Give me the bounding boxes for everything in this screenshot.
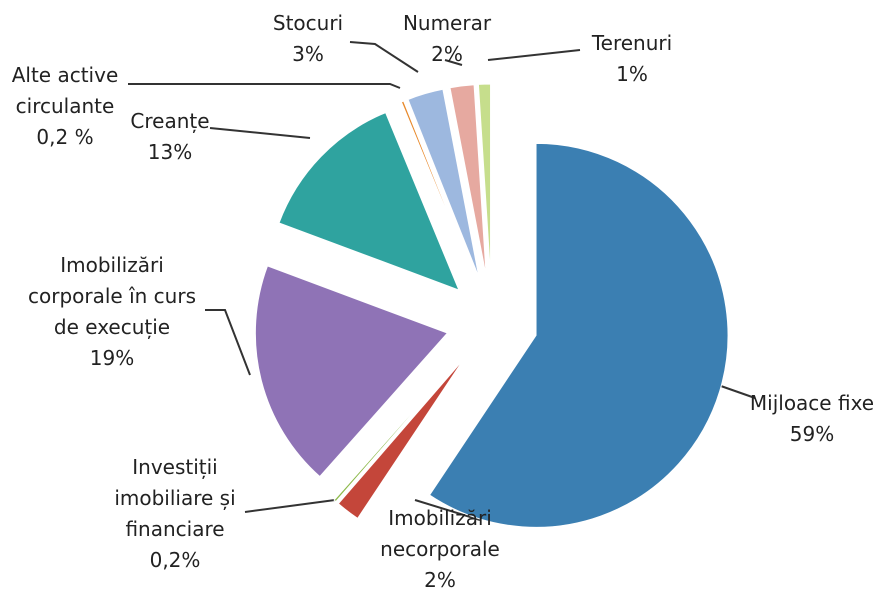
leader-line xyxy=(128,83,401,89)
value-label: 19% xyxy=(89,346,135,370)
pie-slice xyxy=(254,265,449,478)
slice-label: Stocuri xyxy=(272,11,344,35)
leader-line xyxy=(349,41,419,73)
slice-label: Imobilizări corporale în curs de execuți… xyxy=(28,253,196,339)
pie-slice xyxy=(337,358,465,520)
value-label: 0,2 % xyxy=(36,125,94,149)
pie-slice xyxy=(278,111,460,291)
slice-label: Terenuri xyxy=(591,31,673,55)
pie-slice xyxy=(477,83,492,277)
leader-line xyxy=(244,499,336,513)
pie-slice xyxy=(333,356,463,503)
leader-line xyxy=(205,309,251,376)
slice-label: Numerar xyxy=(402,11,492,35)
slice-label: Imobilizări necorporale xyxy=(380,506,500,561)
value-label: 2% xyxy=(424,568,456,592)
leader-line xyxy=(487,49,581,61)
pie-slice xyxy=(407,88,480,279)
slice-label: Creanțe xyxy=(130,109,210,133)
value-label: 59% xyxy=(789,422,835,446)
value-label: 13% xyxy=(147,140,193,164)
slice-label: Investiții imobiliare și financiare xyxy=(114,455,236,541)
slice-label: Alte active circulante xyxy=(11,63,119,118)
value-label: 3% xyxy=(292,42,324,66)
leader-lines xyxy=(128,41,756,521)
slice-label: Mijloace fixe xyxy=(749,391,875,415)
value-label: 1% xyxy=(616,62,648,86)
leader-line xyxy=(414,499,481,521)
pie-slice xyxy=(449,84,487,277)
pie-slice xyxy=(400,100,476,280)
leader-line xyxy=(209,127,311,139)
leader-line xyxy=(444,59,463,66)
leader-line xyxy=(717,384,756,399)
value-label: 0,2% xyxy=(149,548,201,572)
value-label: 2% xyxy=(431,42,463,66)
pie-slice xyxy=(428,142,729,528)
